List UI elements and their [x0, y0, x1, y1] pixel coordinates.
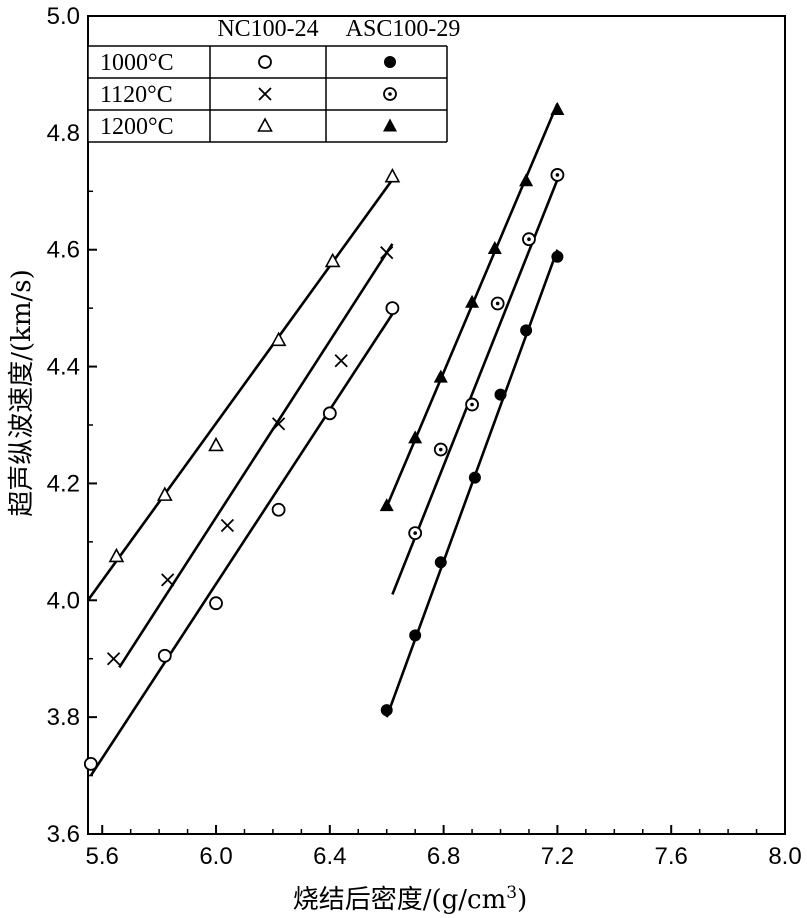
legend-row-label: 1200°C — [100, 114, 174, 140]
data-point — [271, 417, 286, 431]
data-point — [519, 173, 534, 187]
data-point — [380, 245, 394, 260]
data-point — [209, 596, 223, 611]
x-tick-label: 5.6 — [86, 843, 119, 870]
data-point — [409, 629, 422, 642]
y-tick-label: 4.0 — [47, 587, 80, 614]
data-point — [322, 406, 337, 421]
x-tick-label: 7.6 — [655, 843, 688, 870]
data-point — [157, 648, 172, 663]
x-axis-title: 烧结后密度/(g/cm3) — [293, 883, 528, 915]
legend-marker — [384, 56, 396, 68]
x-tick-label: 8.0 — [768, 843, 801, 870]
legend-marker — [383, 87, 397, 101]
data-point — [520, 324, 533, 337]
data-point — [551, 250, 564, 263]
y-tick-label: 4.6 — [47, 237, 80, 264]
data-point — [379, 498, 394, 512]
x-tick-label: 6.8 — [427, 843, 460, 870]
data-point — [156, 486, 173, 501]
data-point — [550, 168, 565, 182]
data-point — [384, 167, 401, 183]
data-point — [270, 331, 287, 347]
y-tick-label: 4.8 — [47, 120, 80, 147]
data-point — [385, 301, 400, 316]
legend-marker — [257, 117, 273, 132]
data-point — [468, 471, 481, 484]
data-point — [83, 756, 98, 771]
data-point — [494, 388, 507, 401]
data-point — [408, 526, 423, 540]
legend-marker — [383, 118, 397, 132]
y-tick-label: 3.6 — [47, 821, 80, 848]
data-point — [550, 101, 565, 115]
legend-row-label: 1000°C — [100, 50, 174, 76]
data-point — [408, 430, 423, 444]
data-point — [161, 573, 175, 587]
data-point — [433, 442, 448, 457]
x-tick-label: 6.0 — [199, 843, 232, 870]
data-point — [522, 232, 536, 247]
legend-marker — [258, 55, 272, 69]
data-point — [220, 518, 235, 533]
x-tick-label: 7.2 — [541, 843, 574, 870]
legend-row-label: 1120°C — [100, 82, 173, 108]
fit-line — [391, 179, 559, 595]
fit-line — [89, 313, 394, 777]
fit-line — [86, 178, 394, 602]
legend-marker — [258, 87, 272, 101]
legend-header-nc100-24: NC100-24 — [217, 16, 318, 42]
data-point — [108, 547, 125, 563]
x-axis-title-superscript: 3 — [506, 883, 517, 903]
y-tick-label: 5.0 — [47, 3, 80, 30]
data-point — [487, 241, 502, 255]
y-tick-label: 4.4 — [47, 354, 80, 381]
data-point — [490, 296, 505, 311]
fit-line — [118, 243, 394, 669]
data-point — [465, 294, 480, 308]
y-axis-title: 超声纵波速度/(km/s) — [7, 269, 37, 517]
data-point — [465, 397, 479, 412]
data-point — [208, 436, 224, 452]
data-point — [324, 252, 341, 268]
legend-header-asc100-29: ASC100-29 — [346, 16, 461, 42]
data-point — [271, 502, 286, 517]
fit-line — [385, 249, 559, 718]
y-tick-label: 3.8 — [47, 704, 80, 731]
x-tick-label: 6.4 — [313, 843, 346, 870]
data-point — [106, 652, 121, 666]
data-point — [380, 704, 393, 717]
y-tick-label: 4.2 — [47, 470, 80, 497]
data-point — [334, 354, 348, 368]
data-point — [433, 369, 448, 383]
data-point — [434, 556, 447, 569]
